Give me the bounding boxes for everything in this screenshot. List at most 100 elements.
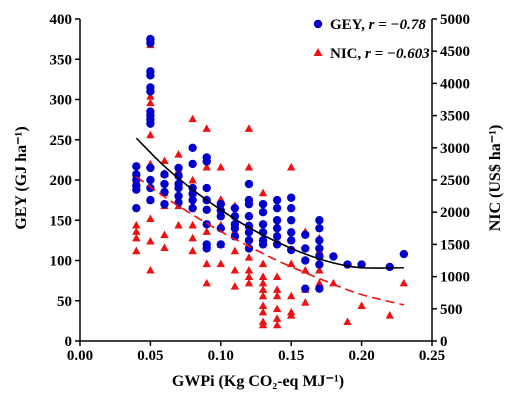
- nic-point: [385, 311, 394, 319]
- y-left-tick-label: 150: [50, 213, 73, 229]
- nic-point: [160, 243, 169, 251]
- gey-point: [188, 143, 197, 152]
- y-right-axis-title: NIC (US$ ha⁻¹): [487, 125, 504, 232]
- nic-point: [188, 246, 197, 255]
- gey-point: [202, 157, 211, 166]
- y-left-tick-label: 200: [50, 173, 73, 189]
- nic-point: [272, 285, 282, 293]
- gey-point: [230, 203, 240, 213]
- gey-point: [160, 179, 169, 189]
- nic-point: [132, 220, 141, 229]
- gey-point: [216, 240, 225, 249]
- nic-point: [343, 317, 352, 326]
- gey-point: [146, 163, 155, 173]
- legend-nic-label: NIC, r = −0.603: [330, 46, 430, 62]
- nic-point: [174, 220, 183, 229]
- y-left-tick-label: 300: [50, 93, 73, 109]
- nic-point: [258, 291, 268, 300]
- axes: 0.00 0.05 0.10 0.15 0.20 0.25 0 50 100 150 200 250…: [50, 12, 471, 364]
- nic-point: [258, 301, 268, 309]
- gey-point: [230, 224, 240, 233]
- nic-point: [272, 291, 282, 300]
- nic-point: [216, 162, 225, 171]
- y-left-tick-label: 250: [50, 133, 73, 149]
- gey-point: [132, 162, 141, 171]
- x-tick-label: 0.10: [208, 348, 234, 364]
- gey-point: [244, 179, 254, 189]
- gey-point: [315, 236, 324, 245]
- gey-point: [329, 252, 338, 261]
- nic-point: [146, 214, 155, 222]
- nic-point: [202, 124, 211, 132]
- nic-point: [146, 92, 155, 100]
- nic-point: [258, 278, 268, 287]
- gey-point: [287, 216, 296, 225]
- nic-point: [146, 98, 155, 107]
- nic-point: [258, 307, 268, 316]
- y-right-tick-label: 0: [440, 334, 448, 350]
- nic-point: [202, 162, 211, 171]
- y-left-tick-label: 100: [50, 254, 73, 270]
- nic-point: [287, 291, 296, 300]
- gey-point: [287, 236, 296, 245]
- gey-point: [244, 228, 254, 237]
- nic-point: [272, 272, 282, 280]
- gey-point: [188, 195, 197, 205]
- nic-point: [399, 278, 409, 287]
- gey-point: [357, 260, 366, 269]
- gey-point: [272, 216, 282, 225]
- gey-point: [315, 224, 324, 233]
- y-left-tick-label: 0: [65, 334, 73, 350]
- gey-point: [287, 203, 296, 213]
- gey-point: [399, 249, 409, 259]
- gey-point: [202, 244, 211, 253]
- nic-point: [258, 320, 268, 329]
- gey-point: [132, 185, 141, 194]
- nic-point: [146, 130, 155, 139]
- gey-point: [202, 205, 211, 214]
- nic-point: [132, 233, 141, 242]
- nic-point: [258, 188, 268, 197]
- gey-point: [216, 212, 225, 221]
- gey-point: [174, 191, 183, 201]
- x-tick-label: 0.15: [278, 348, 304, 364]
- y-right-tick-label: 1000: [440, 270, 470, 286]
- y-right-tick-labels: 0 500 1000 1500 2000 2500 3000 3500 4000 4500 5000: [432, 12, 470, 350]
- nic-point: [188, 175, 197, 184]
- nic-point: [202, 278, 211, 287]
- plot-area: [132, 34, 409, 329]
- gey-point: [287, 193, 296, 202]
- gey-point: [146, 71, 155, 80]
- y-right-tick-label: 2500: [440, 173, 470, 189]
- nic-point: [244, 124, 254, 132]
- gey-point: [160, 170, 169, 179]
- gey-point: [315, 244, 324, 253]
- x-axis-title: GWPi (Kg CO₂-eq MJ⁻¹): [172, 373, 344, 390]
- nic-point: [258, 259, 268, 268]
- nic-trendline: [135, 176, 405, 306]
- nic-point: [258, 285, 268, 293]
- nic-point: [357, 301, 366, 309]
- nic-point: [230, 246, 240, 255]
- gey-point: [315, 216, 324, 225]
- gey-point: [174, 171, 183, 181]
- gey-point: [272, 203, 282, 213]
- gey-point: [174, 183, 183, 193]
- gey-point: [301, 256, 310, 265]
- gey-trendline: [135, 137, 404, 269]
- gey-point: [160, 187, 169, 197]
- gey-point: [244, 212, 254, 221]
- nic-point: [272, 320, 282, 329]
- nic-point: [132, 227, 141, 235]
- gey-point: [146, 38, 155, 48]
- gey-point: [301, 230, 310, 239]
- y-right-tick-label: 4500: [440, 44, 470, 60]
- x-tick-labels: 0.00 0.05 0.10 0.15 0.20 0.25: [67, 341, 445, 364]
- gey-point: [188, 203, 197, 213]
- y-right-tick-label: 3000: [440, 141, 470, 157]
- gey-point: [146, 175, 155, 185]
- gey-point: [272, 224, 282, 233]
- gey-point: [385, 262, 394, 272]
- y-left-tick-label: 50: [57, 294, 72, 310]
- gey-point: [315, 260, 324, 269]
